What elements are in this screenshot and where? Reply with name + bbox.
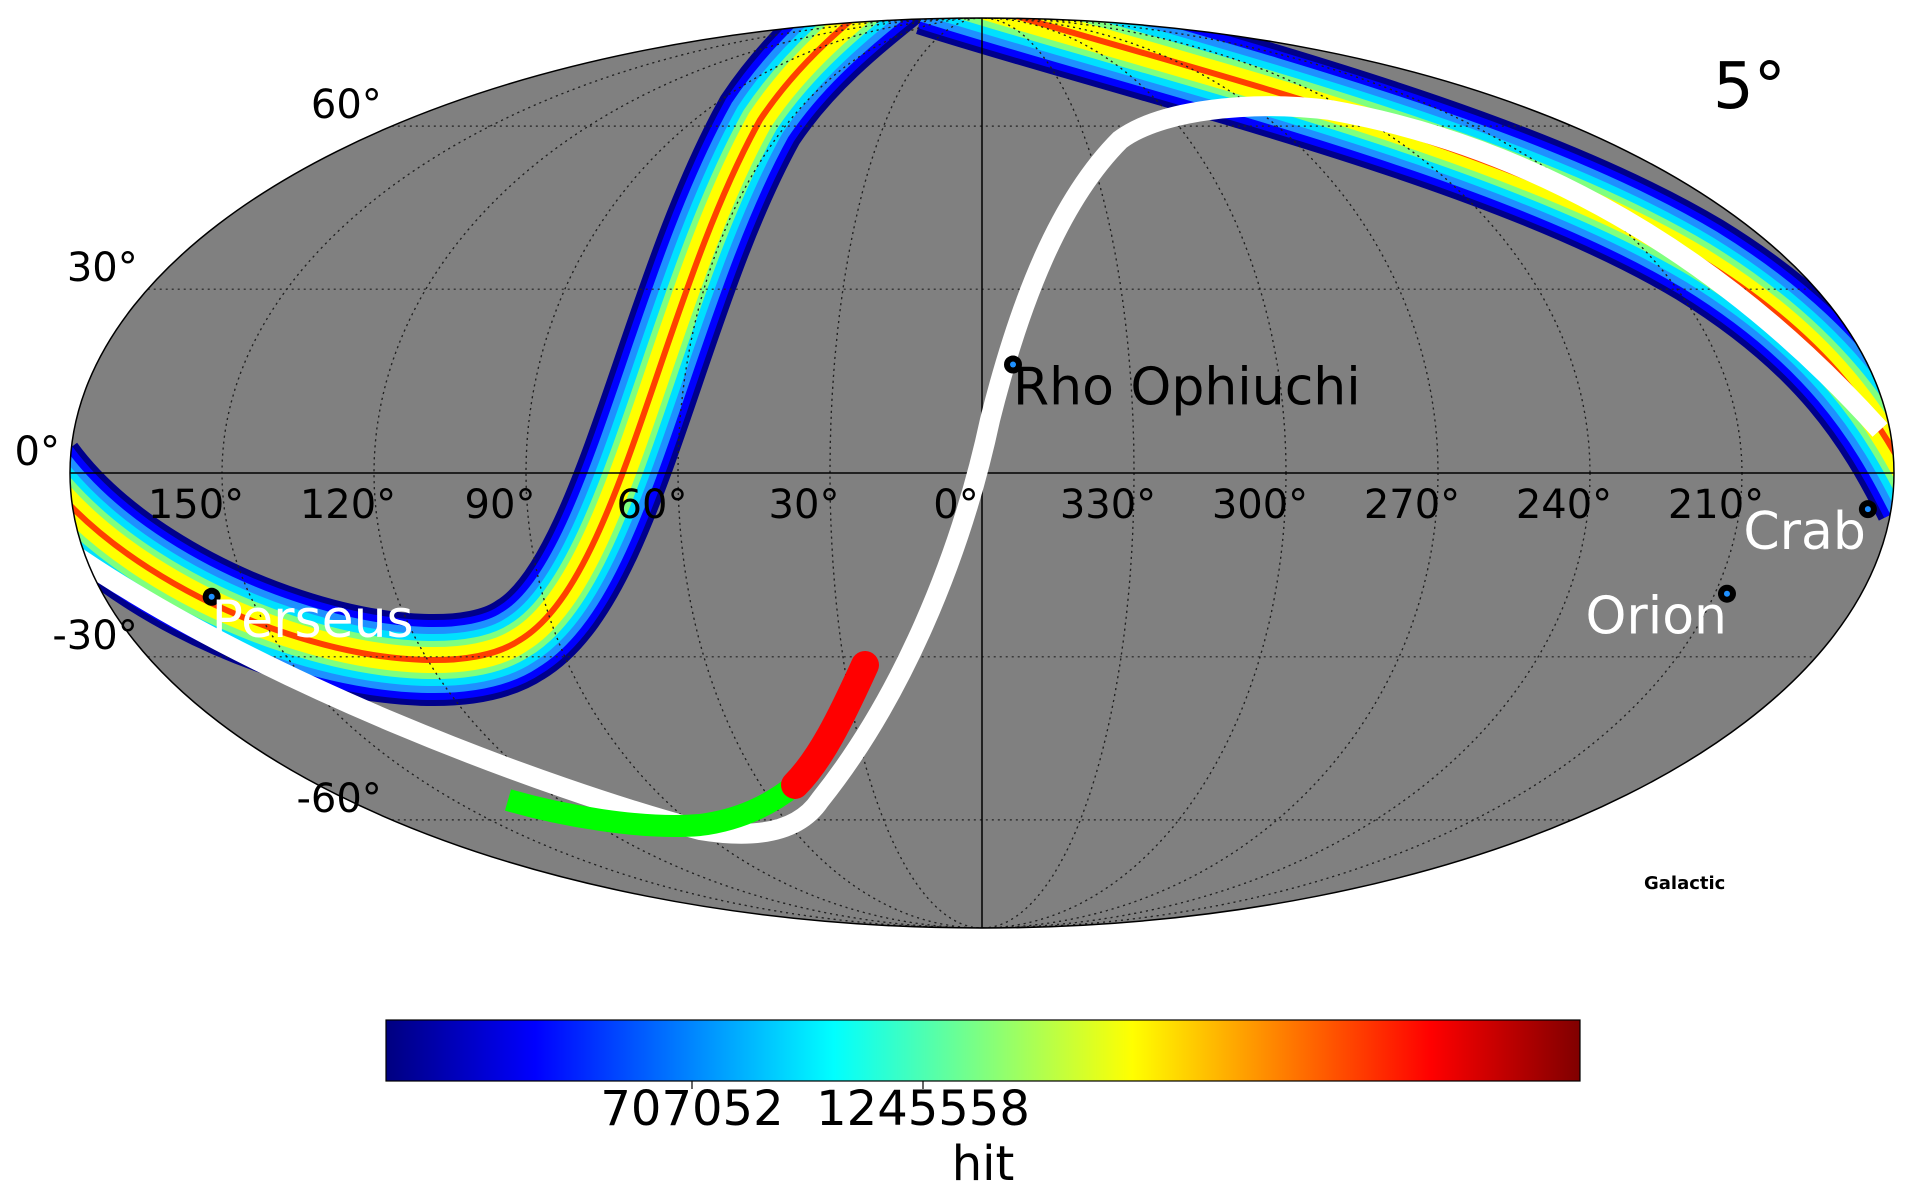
source-label: Perseus xyxy=(212,590,414,650)
longitude-label: 0° xyxy=(933,482,978,528)
source-label: Crab xyxy=(1743,502,1866,562)
source-marker-center xyxy=(1723,590,1730,597)
longitude-labels: 150° 120° 90° 60° 30° 0° 330° 300° 270° 240° 210° xyxy=(148,482,1764,528)
latitude-label: 30° xyxy=(67,245,138,291)
track-green xyxy=(504,776,802,837)
latitude-label: -60° xyxy=(296,776,381,822)
colorbar-tick-label-1: 707052 xyxy=(600,1081,783,1137)
longitude-label: 330° xyxy=(1060,482,1156,528)
latitude-labels: 60° 30° 0° -30° -60° xyxy=(15,82,382,822)
longitude-label: 300° xyxy=(1212,482,1308,528)
panel-label: 5° xyxy=(1713,50,1786,124)
longitude-label: 210° xyxy=(1668,482,1764,528)
hit-band-left xyxy=(70,18,929,706)
colorbar xyxy=(385,1019,1581,1082)
coord-system-label: Galactic xyxy=(1644,873,1725,894)
longitude-label: 30° xyxy=(769,482,840,528)
longitude-label: 240° xyxy=(1516,482,1612,528)
colorbar-label: hit xyxy=(952,1136,1015,1192)
source-marker-center xyxy=(1864,506,1871,513)
sources: Rho Ophiuchi Perseus Orion Crab xyxy=(202,355,1877,650)
source-marker-center xyxy=(208,593,215,600)
longitude-label: 270° xyxy=(1364,482,1460,528)
latitude-label: 60° xyxy=(311,82,382,128)
track-white xyxy=(70,96,1888,844)
longitude-label: 150° xyxy=(148,482,244,528)
track-red xyxy=(781,651,879,799)
longitude-label: 60° xyxy=(617,482,688,528)
longitude-label: 90° xyxy=(465,482,536,528)
latitude-label: 0° xyxy=(15,429,60,475)
longitude-label: 120° xyxy=(300,482,396,528)
source-marker-center xyxy=(1009,361,1016,368)
source-label: Rho Ophiuchi xyxy=(1013,358,1361,418)
source-label: Orion xyxy=(1585,587,1727,647)
latitude-label: -30° xyxy=(52,613,137,659)
map-border xyxy=(69,17,1895,929)
colorbar-tick-label-2: 1245558 xyxy=(816,1081,1030,1137)
